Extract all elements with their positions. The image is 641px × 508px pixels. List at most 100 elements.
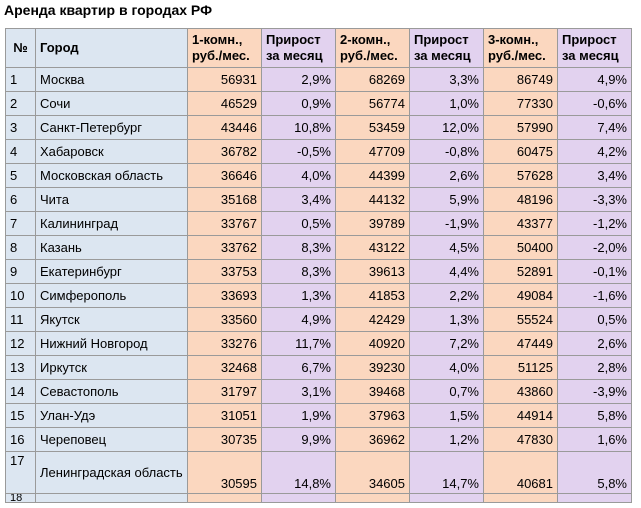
cell-two-room-growth[interactable]: -1,9% — [409, 211, 484, 236]
cell-one-room-price[interactable]: 32468 — [187, 355, 262, 380]
cell-two-room-growth[interactable]: 1,3% — [409, 307, 484, 332]
header-growth-3[interactable]: Прирост за месяц — [557, 28, 632, 68]
cell-city[interactable]: Казань — [35, 235, 188, 260]
cell-num[interactable]: 3 — [5, 115, 36, 140]
cell-one-room-growth[interactable] — [261, 493, 336, 503]
cell-num[interactable]: 18 — [5, 493, 36, 503]
cell-one-room-growth[interactable]: -0,5% — [261, 139, 336, 164]
cell-two-room-growth[interactable]: 14,7% — [409, 451, 484, 494]
cell-one-room-price[interactable]: 33767 — [187, 211, 262, 236]
cell-city[interactable]: Симферополь — [35, 283, 188, 308]
cell-three-room-growth[interactable]: 5,8% — [557, 403, 632, 428]
cell-three-room-price[interactable]: 47830 — [483, 427, 558, 452]
cell-three-room-growth[interactable]: -0,6% — [557, 91, 632, 116]
cell-two-room-price[interactable]: 39789 — [335, 211, 410, 236]
cell-two-room-price[interactable]: 44399 — [335, 163, 410, 188]
cell-two-room-price[interactable]: 53459 — [335, 115, 410, 140]
cell-two-room-price[interactable]: 68269 — [335, 67, 410, 92]
cell-num[interactable]: 9 — [5, 259, 36, 284]
cell-one-room-price[interactable]: 46529 — [187, 91, 262, 116]
cell-three-room-growth[interactable]: -3,9% — [557, 379, 632, 404]
header-growth-1[interactable]: Прирост за месяц — [261, 28, 336, 68]
cell-two-room-price[interactable]: 36962 — [335, 427, 410, 452]
cell-num[interactable]: 16 — [5, 427, 36, 452]
cell-three-room-price[interactable]: 50400 — [483, 235, 558, 260]
cell-one-room-price[interactable]: 33276 — [187, 331, 262, 356]
cell-three-room-growth[interactable]: -3,3% — [557, 187, 632, 212]
cell-two-room-growth[interactable]: 7,2% — [409, 331, 484, 356]
cell-one-room-growth[interactable]: 3,4% — [261, 187, 336, 212]
header-growth-2[interactable]: Прирост за месяц — [409, 28, 484, 68]
cell-three-room-price[interactable]: 51125 — [483, 355, 558, 380]
cell-num[interactable]: 2 — [5, 91, 36, 116]
cell-one-room-price[interactable] — [187, 493, 262, 503]
cell-three-room-price[interactable]: 57628 — [483, 163, 558, 188]
cell-two-room-price[interactable]: 56774 — [335, 91, 410, 116]
cell-city[interactable]: Калининград — [35, 211, 188, 236]
cell-three-room-price[interactable]: 60475 — [483, 139, 558, 164]
cell-one-room-price[interactable]: 35168 — [187, 187, 262, 212]
cell-two-room-price[interactable] — [335, 493, 410, 503]
cell-two-room-growth[interactable]: -0,8% — [409, 139, 484, 164]
header-one-room[interactable]: 1-комн., руб./мес. — [187, 28, 262, 68]
cell-one-room-price[interactable]: 33693 — [187, 283, 262, 308]
cell-num[interactable]: 8 — [5, 235, 36, 260]
cell-city[interactable]: Череповец — [35, 427, 188, 452]
cell-city[interactable]: Нижний Новгород — [35, 331, 188, 356]
cell-two-room-price[interactable]: 41853 — [335, 283, 410, 308]
cell-num[interactable]: 15 — [5, 403, 36, 428]
cell-one-room-price[interactable]: 36646 — [187, 163, 262, 188]
cell-one-room-growth[interactable]: 3,1% — [261, 379, 336, 404]
cell-three-room-growth[interactable]: -1,6% — [557, 283, 632, 308]
cell-one-room-growth[interactable]: 1,9% — [261, 403, 336, 428]
cell-one-room-growth[interactable]: 0,9% — [261, 91, 336, 116]
cell-two-room-growth[interactable]: 1,5% — [409, 403, 484, 428]
cell-three-room-growth[interactable]: 5,8% — [557, 451, 632, 494]
header-three-room[interactable]: 3-комн., руб./мес. — [483, 28, 558, 68]
cell-city[interactable]: Сочи — [35, 91, 188, 116]
cell-one-room-growth[interactable]: 4,0% — [261, 163, 336, 188]
cell-num[interactable]: 14 — [5, 379, 36, 404]
cell-three-room-growth[interactable]: 4,9% — [557, 67, 632, 92]
cell-one-room-growth[interactable]: 1,3% — [261, 283, 336, 308]
cell-two-room-growth[interactable]: 5,9% — [409, 187, 484, 212]
cell-city[interactable]: Ленинградская область — [35, 451, 188, 494]
cell-three-room-growth[interactable]: 1,6% — [557, 427, 632, 452]
cell-two-room-growth[interactable]: 3,3% — [409, 67, 484, 92]
cell-three-room-price[interactable]: 43860 — [483, 379, 558, 404]
cell-three-room-price[interactable]: 48196 — [483, 187, 558, 212]
cell-three-room-price[interactable]: 44914 — [483, 403, 558, 428]
cell-city[interactable]: Екатеринбург — [35, 259, 188, 284]
header-num[interactable]: № — [5, 28, 36, 68]
cell-num[interactable]: 13 — [5, 355, 36, 380]
cell-two-room-price[interactable]: 43122 — [335, 235, 410, 260]
cell-two-room-price[interactable]: 39230 — [335, 355, 410, 380]
cell-one-room-growth[interactable]: 11,7% — [261, 331, 336, 356]
cell-city[interactable]: Московская область — [35, 163, 188, 188]
cell-num[interactable]: 4 — [5, 139, 36, 164]
cell-two-room-growth[interactable]: 2,2% — [409, 283, 484, 308]
cell-one-room-price[interactable]: 36782 — [187, 139, 262, 164]
cell-three-room-price[interactable]: 55524 — [483, 307, 558, 332]
cell-two-room-growth[interactable]: 1,0% — [409, 91, 484, 116]
cell-city[interactable]: Улан-Удэ — [35, 403, 188, 428]
cell-two-room-price[interactable]: 40920 — [335, 331, 410, 356]
cell-city[interactable]: Чита — [35, 187, 188, 212]
cell-three-room-growth[interactable] — [557, 493, 632, 503]
cell-num[interactable]: 1 — [5, 67, 36, 92]
header-two-room[interactable]: 2-комн., руб./мес. — [335, 28, 410, 68]
cell-two-room-price[interactable]: 37963 — [335, 403, 410, 428]
cell-three-room-growth[interactable]: 2,6% — [557, 331, 632, 356]
cell-num[interactable]: 7 — [5, 211, 36, 236]
cell-num[interactable]: 5 — [5, 163, 36, 188]
cell-two-room-price[interactable]: 44132 — [335, 187, 410, 212]
cell-three-room-price[interactable]: 77330 — [483, 91, 558, 116]
cell-three-room-price[interactable]: 86749 — [483, 67, 558, 92]
cell-city[interactable]: Севастополь — [35, 379, 188, 404]
cell-city[interactable]: Санкт-Петербург — [35, 115, 188, 140]
cell-one-room-price[interactable]: 30735 — [187, 427, 262, 452]
cell-three-room-price[interactable]: 57990 — [483, 115, 558, 140]
cell-one-room-price[interactable]: 31797 — [187, 379, 262, 404]
cell-city[interactable]: Иркутск — [35, 355, 188, 380]
cell-one-room-growth[interactable]: 14,8% — [261, 451, 336, 494]
